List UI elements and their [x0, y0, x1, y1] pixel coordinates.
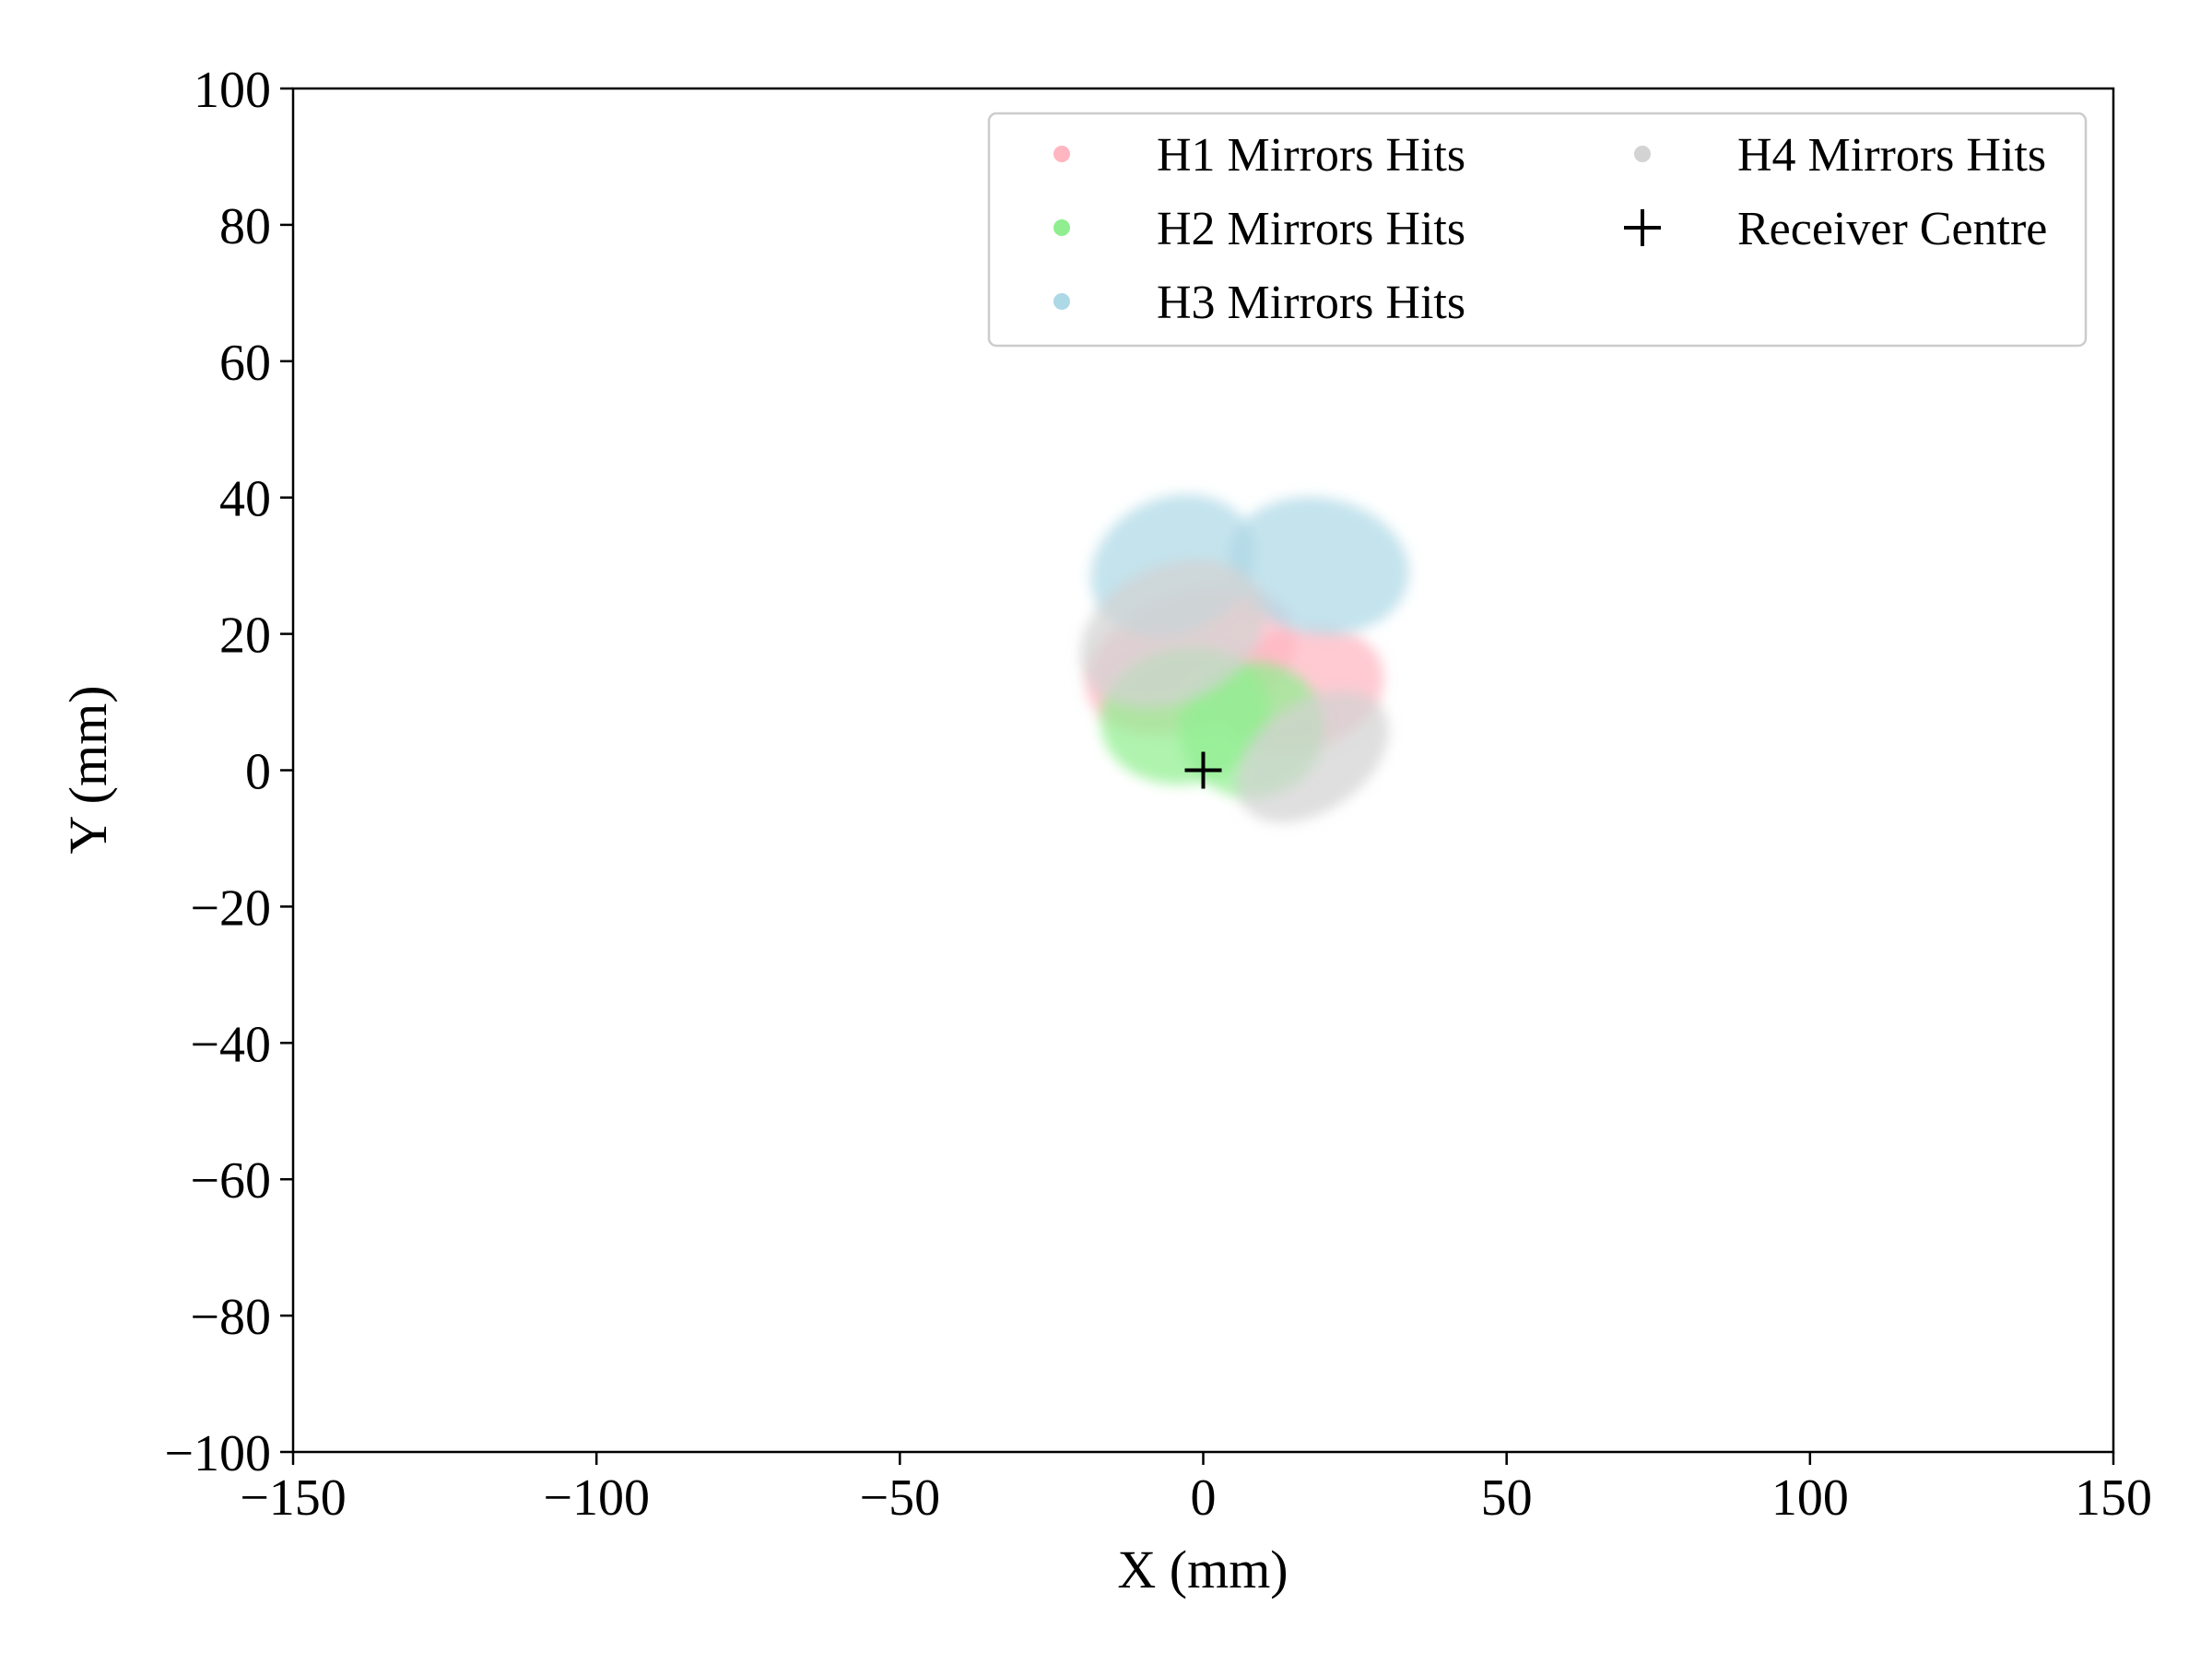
legend-label: H3 Mirrors Hits	[1157, 277, 1465, 329]
x-tick-label: 150	[2075, 1469, 2152, 1527]
x-tick-label: −50	[860, 1469, 941, 1527]
legend-swatch	[1053, 219, 1070, 236]
legend-item-5: Receiver Centre	[1624, 203, 2047, 255]
x-axis-label: X (mm)	[1117, 1540, 1288, 1599]
legend-item-1: H1 Mirrors Hits	[1053, 129, 1465, 182]
x-tick-label: −100	[543, 1469, 650, 1527]
hit-cloud-h4-2	[1236, 690, 1389, 823]
legend-swatch	[1053, 293, 1070, 310]
legend-label: H4 Mirrors Hits	[1737, 129, 2046, 182]
x-tick-label: 50	[1481, 1469, 1533, 1527]
legend-label: Receiver Centre	[1737, 203, 2047, 255]
y-axis-label: Y (mm)	[58, 685, 118, 854]
legend-item-4: H4 Mirrors Hits	[1634, 129, 2046, 182]
legend-label: H2 Mirrors Hits	[1157, 203, 1465, 255]
legend-label: H1 Mirrors Hits	[1157, 129, 1465, 182]
x-axis: −150 −100 −50 0 50 100 150	[240, 1452, 2152, 1527]
y-tick-label: 100	[194, 62, 271, 119]
x-tick-label: −150	[240, 1469, 347, 1527]
y-tick-label: −80	[190, 1289, 271, 1346]
plot-area	[1080, 494, 1409, 823]
legend-swatch	[1634, 146, 1651, 162]
y-tick-label: −60	[190, 1152, 271, 1210]
legend: H1 Mirrors Hits H2 Mirrors Hits H3 Mirrors…	[987, 112, 2088, 348]
y-tick-label: 0	[245, 744, 271, 801]
legend-swatch	[1053, 146, 1070, 162]
y-tick-label: −100	[164, 1425, 271, 1482]
y-tick-label: 40	[219, 471, 271, 528]
legend-item-3: H3 Mirrors Hits	[1053, 277, 1465, 329]
series-4-hits	[1080, 560, 1389, 823]
x-tick-label: 100	[1771, 1469, 1849, 1527]
y-tick-label: 20	[219, 608, 271, 665]
y-tick-label: 60	[219, 335, 271, 392]
y-tick-label: 80	[219, 198, 271, 255]
receiver-centre-marker	[1184, 751, 1222, 789]
hit-cloud-h4-1	[1080, 560, 1266, 709]
y-axis: −100 −80 −60 −40 −20 0 20 40 60 80 100	[164, 62, 293, 1482]
hit-cloud-h3-2	[1228, 496, 1409, 635]
legend-swatch-plus	[1624, 209, 1661, 246]
legend-item-2: H2 Mirrors Hits	[1053, 203, 1465, 255]
legend-frame	[987, 112, 2088, 348]
x-tick-label: 0	[1191, 1469, 1217, 1527]
y-tick-label: −20	[190, 879, 271, 937]
y-tick-label: −40	[190, 1016, 271, 1073]
